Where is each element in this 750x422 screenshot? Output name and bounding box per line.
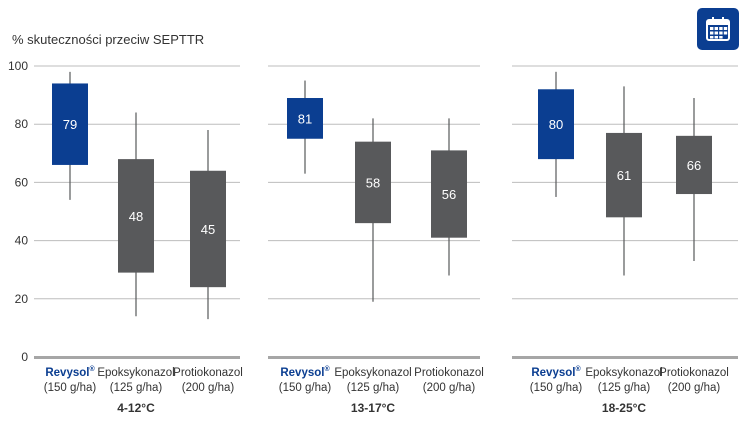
calendar-icon <box>706 17 730 41</box>
box <box>190 170 226 288</box>
y-tick-label: 40 <box>15 234 29 248</box>
y-tick-label: 100 <box>8 59 28 73</box>
value-label: 66 <box>687 158 701 173</box>
dose-label: (200 g/ha) <box>423 382 476 394</box>
category-label: Protiokonazol <box>659 367 729 379</box>
box <box>52 83 88 165</box>
category-label: Epoksykonazol <box>334 367 411 379</box>
dose-label: (125 g/ha) <box>598 382 651 394</box>
category-label: Revysol® <box>280 365 330 379</box>
value-label: 80 <box>549 117 563 132</box>
category-label: Revysol® <box>45 365 95 379</box>
x-axis-line <box>512 356 738 359</box>
y-tick-label: 0 <box>21 350 28 364</box>
x-axis-line <box>268 356 480 359</box>
dose-label: (200 g/ha) <box>182 382 235 394</box>
x-axis-line <box>34 356 240 359</box>
dose-label: (150 g/ha) <box>279 382 332 394</box>
value-label: 56 <box>442 187 456 202</box>
value-label: 81 <box>298 111 312 126</box>
box <box>118 159 154 273</box>
category-label: Epoksykonazol <box>585 367 662 379</box>
category-label: Protiokonazol <box>173 367 243 379</box>
dose-label: (150 g/ha) <box>44 382 97 394</box>
category-label: Protiokonazol <box>414 367 484 379</box>
y-axis-title: % skuteczności przeciw SEPTTR <box>12 32 204 47</box>
dose-label: (150 g/ha) <box>530 382 583 394</box>
panel-label: 13-17°C <box>351 401 395 415</box>
value-label: 48 <box>129 209 143 224</box>
box <box>287 98 323 139</box>
value-label: 58 <box>366 175 380 190</box>
y-tick-label: 60 <box>15 175 29 189</box>
calendar-button[interactable] <box>697 8 739 50</box>
dose-label: (200 g/ha) <box>668 382 721 394</box>
y-tick-label: 80 <box>15 117 29 131</box>
box <box>606 132 642 218</box>
box <box>538 89 574 160</box>
box <box>431 150 467 238</box>
category-label: Revysol® <box>531 365 581 379</box>
dose-label: (125 g/ha) <box>347 382 400 394</box>
category-label: Epoksykonazol <box>97 367 174 379</box>
value-label: 45 <box>201 222 215 237</box>
panel-label: 18-25°C <box>602 401 646 415</box>
box <box>355 141 391 224</box>
panel-label: 4-12°C <box>117 401 155 415</box>
value-label: 61 <box>617 168 631 183</box>
dose-label: (125 g/ha) <box>110 382 163 394</box>
box <box>676 135 712 195</box>
y-tick-label: 20 <box>15 292 29 306</box>
value-label: 79 <box>63 117 77 132</box>
